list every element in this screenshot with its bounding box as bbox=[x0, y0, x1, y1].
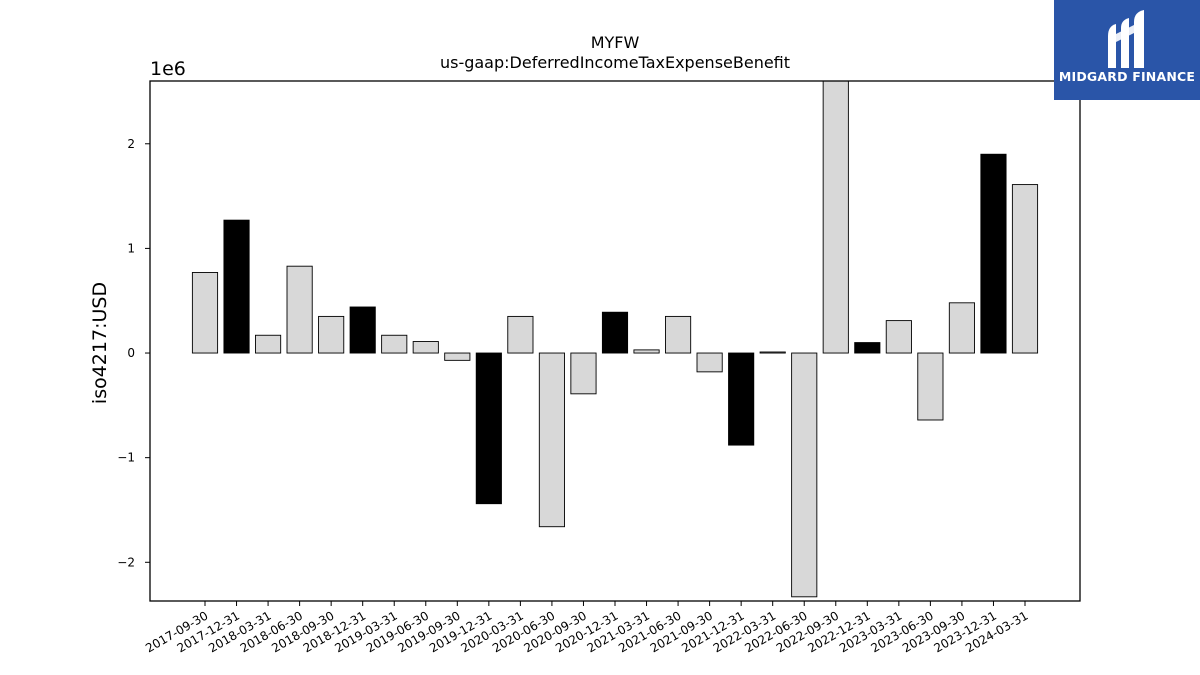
bar-2022-09-30 bbox=[822, 80, 849, 354]
bar-2023-03-31 bbox=[885, 320, 912, 354]
midgard-m-logo-icon bbox=[1108, 10, 1144, 68]
plot-frame bbox=[149, 80, 1081, 602]
y-tick-label: 1 bbox=[127, 241, 135, 255]
bar-2023-12-31 bbox=[980, 153, 1007, 354]
bars-group bbox=[191, 80, 1039, 598]
chart-subtitle: us-gaap:DeferredIncomeTaxExpenseBenefit bbox=[440, 53, 790, 72]
bar-2022-06-30 bbox=[791, 352, 818, 598]
bar-2020-12-31 bbox=[601, 311, 629, 354]
y-tick-label: −1 bbox=[117, 451, 135, 465]
bar-2024-03-31 bbox=[1011, 184, 1039, 354]
y-multiplier-label: 1e6 bbox=[150, 58, 186, 80]
x-ticks-group: 2017-09-302017-12-312018-03-312018-06-30… bbox=[143, 601, 1031, 655]
bar-2023-09-30 bbox=[948, 302, 975, 354]
bar-2018-09-30 bbox=[318, 315, 345, 354]
y-tick-label: 2 bbox=[127, 137, 135, 151]
bar-2021-06-30 bbox=[665, 315, 692, 354]
y-tick-label: 0 bbox=[127, 346, 135, 360]
bar-2017-12-31 bbox=[223, 219, 250, 354]
bar-2022-12-31 bbox=[854, 342, 881, 354]
bar-2017-09-30 bbox=[191, 272, 219, 354]
bar-2018-06-30 bbox=[286, 265, 313, 354]
bar-2019-12-31 bbox=[475, 352, 502, 505]
bar-2019-06-30 bbox=[412, 341, 439, 354]
bar-2018-03-31 bbox=[255, 334, 282, 354]
bar-2019-03-31 bbox=[381, 334, 408, 354]
y-tick-label: −2 bbox=[117, 555, 135, 569]
bar-2020-06-30 bbox=[538, 352, 565, 528]
bar-2022-03-31 bbox=[759, 351, 786, 354]
bar-2021-12-31 bbox=[728, 352, 755, 446]
bar-2018-12-31 bbox=[349, 306, 376, 354]
bar-2023-06-30 bbox=[917, 352, 944, 421]
bar-2021-09-30 bbox=[696, 352, 723, 373]
chart-title: MYFW bbox=[591, 33, 640, 52]
bar-2020-03-31 bbox=[507, 315, 534, 354]
y-ticks-group: −2 −1 0 1 2 bbox=[117, 137, 150, 569]
bar-2020-09-30 bbox=[570, 352, 597, 395]
brand-name: MIDGARD FINANCE bbox=[1058, 69, 1196, 84]
y-axis-label: iso4217:USD bbox=[89, 282, 111, 404]
brand-logo: MIDGARD FINANCE bbox=[1054, 0, 1200, 100]
bar-2019-09-30 bbox=[444, 352, 471, 361]
bar-2021-03-31 bbox=[633, 349, 660, 354]
